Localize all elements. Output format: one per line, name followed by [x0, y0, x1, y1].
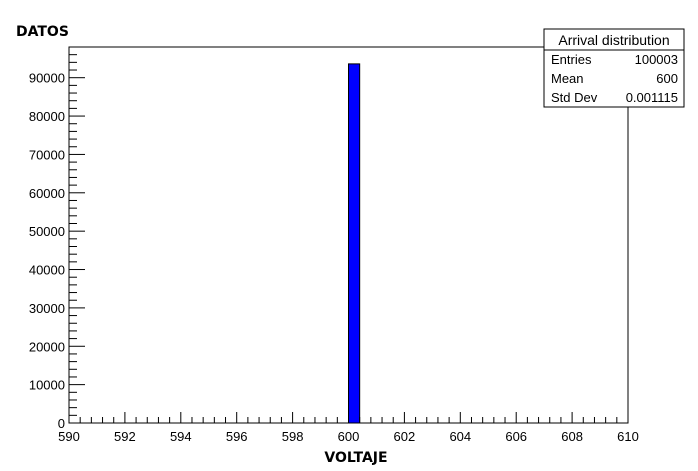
- y-tick-label: 30000: [29, 301, 65, 316]
- y-tick-label: 10000: [29, 378, 65, 393]
- x-axis: 590 592 594 596 598 600 602 604 606 608 610: [58, 412, 639, 444]
- stats-box-title: Arrival distribution: [558, 32, 669, 48]
- x-tick-label: 610: [617, 429, 639, 444]
- x-tick-label: 596: [226, 429, 248, 444]
- bar-0: [348, 63, 361, 424]
- x-tick-label: 608: [561, 429, 583, 444]
- y-tick-label: 60000: [29, 186, 65, 201]
- stats-box-frame: [543, 28, 685, 108]
- stats-mean-value: 600: [656, 71, 678, 86]
- stats-box: Arrival distribution Entries 100003 Mean…: [543, 28, 685, 108]
- y-tick-label: 90000: [29, 71, 65, 86]
- x-tick-label: 604: [449, 429, 471, 444]
- x-tick-label: 590: [58, 429, 80, 444]
- x-tick-label: 592: [114, 429, 136, 444]
- y-tick-label: 40000: [29, 263, 65, 278]
- x-tick-label: 600: [338, 429, 360, 444]
- y-tick-label: 80000: [29, 109, 65, 124]
- bars-layer: [348, 63, 361, 424]
- y-tick-label: 70000: [29, 147, 65, 162]
- x-tick-label: 606: [505, 429, 527, 444]
- stats-entries-value: 100003: [635, 52, 678, 67]
- x-tick-label: 598: [282, 429, 304, 444]
- y-tick-label: 20000: [29, 339, 65, 354]
- y-tick-label: 50000: [29, 224, 65, 239]
- y-axis-title: DATOS: [16, 24, 69, 40]
- y-tick-label: 0: [58, 416, 65, 431]
- stats-mean-label: Mean: [551, 71, 584, 86]
- x-tick-label: 602: [394, 429, 416, 444]
- stats-entries-label: Entries: [551, 52, 592, 67]
- y-axis: 0 10000 20000 30000 40000 50000 60000 70000 8000…: [29, 46, 85, 431]
- stats-stddev-label: Std Dev: [551, 90, 598, 105]
- stats-stddev-value: 0.001115: [626, 90, 678, 105]
- x-axis-title: VOLTAJE: [324, 450, 387, 466]
- x-tick-label: 594: [170, 429, 192, 444]
